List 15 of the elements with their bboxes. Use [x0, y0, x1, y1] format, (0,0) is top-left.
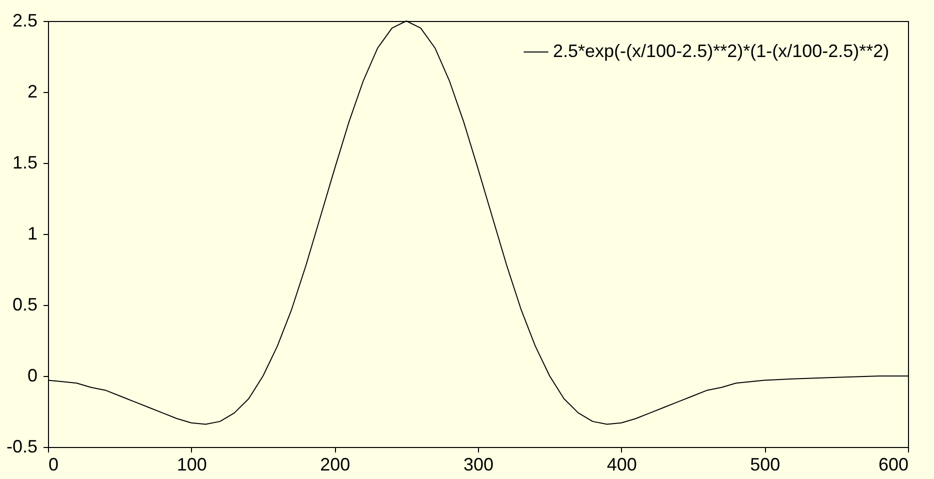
x-tick-label: 400: [606, 454, 637, 474]
x-tick-label: 100: [176, 454, 207, 474]
x-tick-label: 500: [750, 454, 780, 474]
x-tick-label: 300: [463, 454, 494, 474]
y-tick-label: 1: [27, 224, 38, 244]
x-tick-label: 600: [878, 454, 908, 474]
x-tick-label: 200: [320, 454, 350, 474]
y-tick-label: 0: [27, 366, 38, 386]
y-tick-label: -0.5: [6, 436, 38, 456]
y-tick-label: 1.5: [12, 152, 38, 172]
y-tick-label: 0.5: [12, 294, 38, 314]
y-tick-label: 2: [27, 82, 38, 102]
legend-label: 2.5*exp(-(x/100-2.5)**2)*(1-(x/100-2.5)**2): [553, 41, 890, 61]
x-tick-label: 0: [48, 454, 59, 474]
y-tick-label: 2.5: [12, 10, 38, 30]
